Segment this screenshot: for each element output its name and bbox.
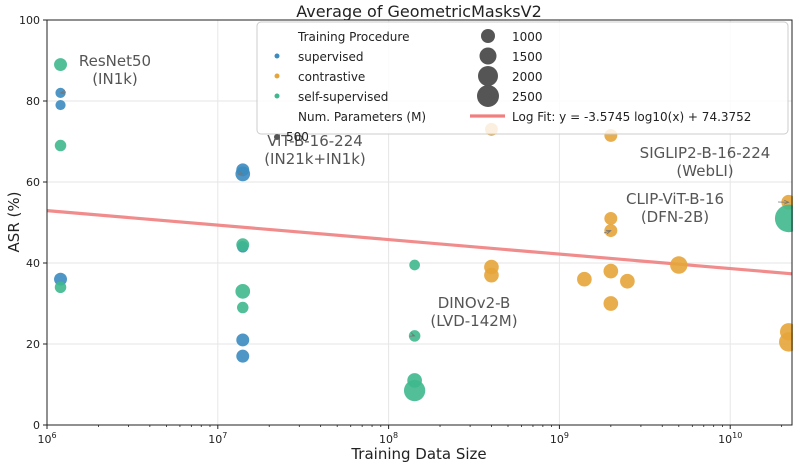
annotation-arrowhead-2	[783, 199, 790, 205]
point-self-supervised-0	[54, 58, 67, 72]
legend-item-fit: Log Fit: y = -3.5745 log10(x) + 74.3752	[470, 110, 751, 124]
point-self-supervised-4	[235, 284, 251, 299]
annotation-sublabel-4: (LVD-142M)	[430, 312, 517, 330]
annotation-label-3: CLIP-ViT-B-16	[626, 190, 724, 208]
x-tick-label-0: 106	[37, 431, 56, 446]
annotation-label-2: SIGLIP2-B-16-224	[640, 144, 771, 162]
y-tick-label-2: 40	[26, 257, 40, 270]
point-contrastive-5	[604, 211, 618, 225]
annotation-3: CLIP-ViT-B-16(DFN-2B)	[603, 190, 724, 235]
legend: Training Procedure supervised contrastiv…	[256, 21, 789, 144]
y-tick-label-4: 80	[26, 95, 40, 108]
y-tick-label-1: 20	[26, 338, 40, 351]
legend-label-supervised: supervised	[298, 50, 363, 64]
point-contrastive-3	[577, 271, 592, 287]
legend-size-marker-500	[274, 134, 280, 140]
annotation-arrowhead-1	[237, 170, 244, 175]
point-contrastive-9	[620, 273, 635, 289]
legend-fit-label: Log Fit: y = -3.5745 log10(x) + 74.3752	[512, 110, 751, 124]
x-tick-label-1: 107	[208, 431, 227, 446]
point-contrastive-10	[670, 256, 688, 274]
chart-title: Average of GeometricMasksV2	[296, 2, 542, 21]
point-supervised-6	[236, 333, 250, 347]
legend-size-marker-1000	[481, 29, 495, 43]
point-supervised-2	[54, 272, 67, 286]
annotation-sublabel-2: (WebLI)	[676, 162, 733, 180]
y-axis-label: ASR (%)	[5, 192, 23, 253]
legend-size-2500: 2500	[477, 85, 543, 107]
annotation-4: DINOv2-B(LVD-142M)	[409, 294, 518, 337]
legend-size-label-2500: 2500	[512, 90, 543, 104]
plot-frame	[46, 19, 793, 426]
legend-size-marker-2500	[477, 85, 499, 107]
point-self-supervised-5	[237, 301, 249, 314]
point-self-supervised-3	[236, 238, 250, 252]
legend-item-contrastive: contrastive	[274, 70, 365, 84]
legend-size-1500: 1500	[479, 47, 543, 65]
point-self-supervised-2	[54, 281, 67, 294]
legend-size-marker-2000	[478, 66, 498, 86]
annotation-sublabel-0: (IN1k)	[92, 70, 138, 88]
x-axis: 106 107 108 109 1010	[37, 425, 783, 446]
legend-label-self-supervised: self-supervised	[298, 90, 388, 104]
y-axis: 0 20 40 60 80 100	[19, 14, 47, 432]
point-self-supervised-6	[409, 259, 420, 271]
annotation-sublabel-3: (DFN-2B)	[641, 208, 709, 226]
point-contrastive-8	[603, 296, 619, 311]
point-self-supervised-1	[54, 139, 67, 152]
legend-params-title: Num. Parameters (M)	[298, 110, 426, 124]
legend-size-label-1000: 1000	[512, 30, 543, 44]
y-tick-label-3: 60	[26, 176, 40, 189]
annotation-label-1: ViT-B-16-224	[267, 132, 363, 150]
legend-size-label-2000: 2000	[512, 70, 543, 84]
legend-size-marker-1500	[479, 47, 497, 65]
annotation-arrowhead-4	[409, 332, 416, 337]
x-axis-label: Training Data Size	[350, 445, 486, 463]
annotations: ResNet50(IN1k) ViT-B-16-224(IN21k+IN1k) SI…	[59, 52, 790, 337]
point-contrastive-7	[603, 263, 619, 279]
point-supervised-1	[55, 99, 66, 111]
legend-marker-supervised	[274, 53, 280, 59]
annotation-1: ViT-B-16-224(IN21k+IN1k)	[237, 132, 366, 175]
annotation-arrow-3	[603, 230, 611, 234]
point-contrastive-2	[484, 267, 499, 283]
annotation-0: ResNet50(IN1k)	[59, 52, 151, 95]
annotation-2: SIGLIP2-B-16-224(WebLI)	[640, 144, 790, 205]
y-tick-label-5: 100	[19, 14, 40, 27]
points-layer	[54, 58, 793, 402]
legend-size-2000: 2000	[478, 66, 543, 86]
annotation-label-0: ResNet50	[79, 52, 151, 70]
legend-size-500: 500	[274, 130, 309, 144]
point-self-supervised-10	[774, 204, 793, 233]
legend-size-label-1500: 1500	[512, 50, 543, 64]
y-tick-label-0: 0	[33, 419, 40, 432]
legend-size-label-500: 500	[286, 130, 309, 144]
annotation-label-4: DINOv2-B	[438, 294, 511, 312]
legend-marker-self-supervised	[274, 93, 280, 99]
legend-item-self-supervised: self-supervised	[274, 90, 388, 104]
legend-marker-contrastive	[274, 73, 280, 79]
legend-item-supervised: supervised	[274, 50, 363, 64]
x-tick-label-3: 109	[550, 431, 569, 446]
point-self-supervised-9	[403, 379, 426, 402]
legend-procedure-title: Training Procedure	[297, 30, 409, 44]
legend-box	[256, 21, 789, 135]
point-contrastive-13	[779, 332, 793, 352]
point-supervised-7	[236, 349, 250, 363]
annotation-sublabel-1: (IN21k+IN1k)	[264, 150, 366, 168]
x-tick-label-2: 108	[379, 431, 398, 446]
annotation-arrowhead-0	[59, 89, 66, 95]
legend-label-contrastive: contrastive	[298, 70, 365, 84]
annotation-arrowhead-3	[605, 229, 612, 235]
legend-size-1000: 1000	[481, 29, 543, 44]
fit-line	[46, 209, 793, 276]
x-tick-label-4: 1010	[718, 431, 742, 446]
